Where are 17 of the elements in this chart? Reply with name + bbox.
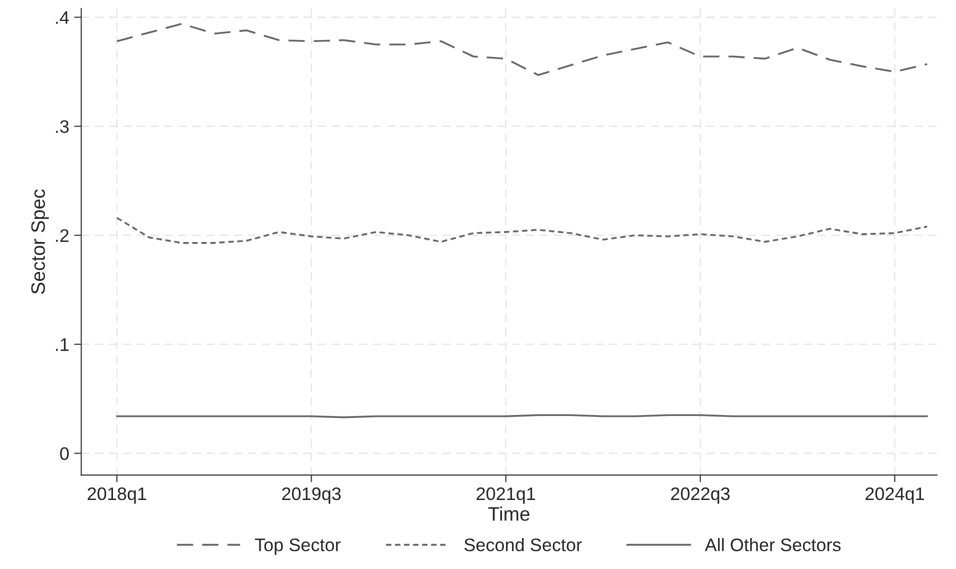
y-tick-label: .2 (56, 229, 69, 242)
x-tick-label: 2024q1 (866, 487, 924, 504)
x-tick-label: 2021q1 (476, 487, 536, 504)
x-tick-label: 2019q3 (282, 487, 341, 504)
line-series (116, 216, 928, 244)
y-axis-title: Sector Spec (31, 189, 49, 294)
legend-label: Second Sector (464, 538, 582, 552)
y-tick-label: .4 (56, 11, 69, 24)
line-series (116, 22, 928, 76)
x-axis-title: Time (488, 506, 530, 521)
y-tick-label: 0 (60, 447, 69, 460)
legend-label: Top Sector (254, 538, 341, 555)
y-tick-label: .3 (56, 120, 69, 133)
legend-label: All Other Sectors (704, 538, 841, 552)
x-tick-label: 2018q1 (88, 487, 146, 504)
y-tick-label: .1 (56, 338, 69, 351)
x-tick-label: 2022q3 (671, 487, 730, 504)
